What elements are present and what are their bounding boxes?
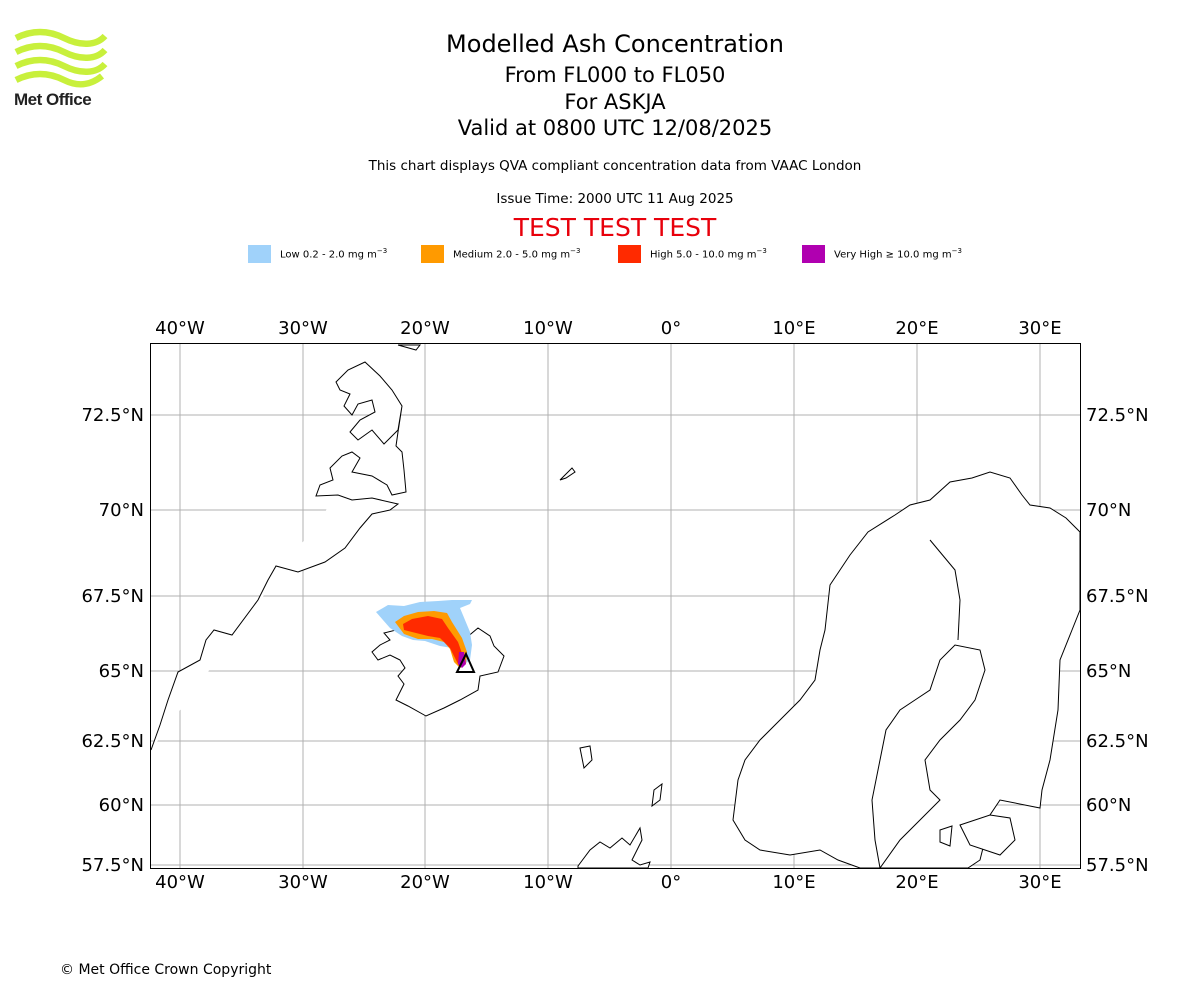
lon-tick-top: 10°E [772, 318, 815, 339]
valid-time: Valid at 0800 UTC 12/08/2025 [457, 116, 773, 140]
chart-title: Modelled Ash Concentration [446, 30, 784, 58]
lat-tick-left: 62.5°N [81, 731, 144, 752]
legend-label-high: High 5.0 - 10.0 mg m [650, 249, 757, 261]
legend-unit-exp: −3 [756, 247, 767, 256]
gotland-coast [939, 825, 953, 847]
axis-tick-labels: 40°W 40°W 30°W 30°W 20°W 20°W 10°W 10°W 0° 0° 10°E… [81, 318, 1148, 893]
saaremaa-coast [959, 814, 1016, 856]
lon-tick-bottom: 20°E [895, 872, 938, 893]
lat-tick-right: 62.5°N [1086, 731, 1149, 752]
met-office-logo: Met Office [12, 28, 112, 114]
legend-item-very-high: Very High ≥ 10.0 mg m−3 [802, 244, 962, 264]
lat-tick-left: 60°N [99, 795, 144, 816]
concentration-legend: Low 0.2 - 2.0 mg m−3 Medium 2.0 - 5.0 mg… [0, 244, 1200, 264]
lat-tick-right: 67.5°N [1086, 586, 1149, 607]
legend-label-medium: Medium 2.0 - 5.0 mg m [453, 249, 571, 261]
legend-swatch-low [248, 245, 271, 263]
lat-tick-left: 70°N [99, 500, 144, 521]
logo-wordmark: Met Office [14, 90, 92, 109]
logo-waves-icon [14, 28, 108, 88]
scotland-coast [577, 826, 651, 869]
lon-tick-top: 0° [661, 318, 681, 339]
lon-tick-bottom: 20°W [400, 872, 450, 893]
lat-tick-left: 67.5°N [81, 586, 144, 607]
legend-swatch-high [618, 245, 641, 263]
lon-tick-bottom: 30°E [1018, 872, 1061, 893]
shetland-coast [651, 782, 663, 808]
legend-unit-exp: −3 [951, 247, 962, 256]
greenland-coast [150, 361, 407, 751]
ash-high [403, 616, 463, 666]
lon-tick-top: 30°E [1018, 318, 1061, 339]
lat-tick-left: 57.5°N [81, 855, 144, 876]
greenland-north-coast [397, 344, 422, 351]
map-frame [150, 343, 1081, 869]
lon-tick-bottom: 40°W [155, 872, 205, 893]
lon-tick-top: 10°W [523, 318, 573, 339]
faroe-coast [579, 745, 593, 770]
lat-tick-right: 57.5°N [1086, 855, 1149, 876]
lon-tick-bottom: 10°E [772, 872, 815, 893]
test-banner: TEST TEST TEST [513, 213, 717, 242]
legend-unit-exp: −3 [376, 247, 388, 256]
legend-label-low: Low 0.2 - 2.0 mg m [280, 249, 377, 261]
legend-item-high: High 5.0 - 10.0 mg m−3 [618, 244, 767, 264]
flight-levels: From FL000 to FL050 [504, 63, 726, 87]
volcano-triangle-icon [455, 651, 476, 673]
coastlines [150, 344, 1081, 869]
lon-tick-top: 20°E [895, 318, 938, 339]
lon-tick-bottom: 0° [661, 872, 681, 893]
finland-border [929, 539, 961, 641]
lat-tick-right: 65°N [1086, 661, 1131, 682]
jan-mayen-coast [559, 467, 576, 481]
lon-tick-bottom: 10°W [523, 872, 573, 893]
lat-tick-right: 72.5°N [1086, 405, 1149, 426]
legend-swatch-medium [421, 245, 444, 263]
lat-tick-right: 60°N [1086, 795, 1131, 816]
scandinavia-coast [732, 471, 1081, 869]
copyright-text: © Met Office Crown Copyright [60, 962, 272, 978]
legend-label-very-high: Very High ≥ 10.0 mg m [834, 249, 952, 261]
legend-item-low: Low 0.2 - 2.0 mg m−3 [248, 244, 387, 264]
legend-swatch-very-high [802, 245, 825, 263]
lon-tick-bottom: 30°W [278, 872, 328, 893]
qva-note: This chart displays QVA compliant concen… [368, 158, 862, 174]
lon-tick-top: 20°W [400, 318, 450, 339]
issue-time: Issue Time: 2000 UTC 11 Aug 2025 [496, 191, 734, 207]
volcano-name: For ASKJA [564, 90, 666, 114]
lat-tick-right: 70°N [1086, 500, 1131, 521]
volcano-marker [455, 651, 476, 673]
legend-item-medium: Medium 2.0 - 5.0 mg m−3 [421, 244, 580, 264]
lat-tick-left: 72.5°N [81, 405, 144, 426]
legend-unit-exp: −3 [570, 247, 581, 256]
lon-tick-top: 40°W [155, 318, 205, 339]
lon-tick-top: 30°W [278, 318, 328, 339]
lat-tick-left: 65°N [99, 661, 144, 682]
